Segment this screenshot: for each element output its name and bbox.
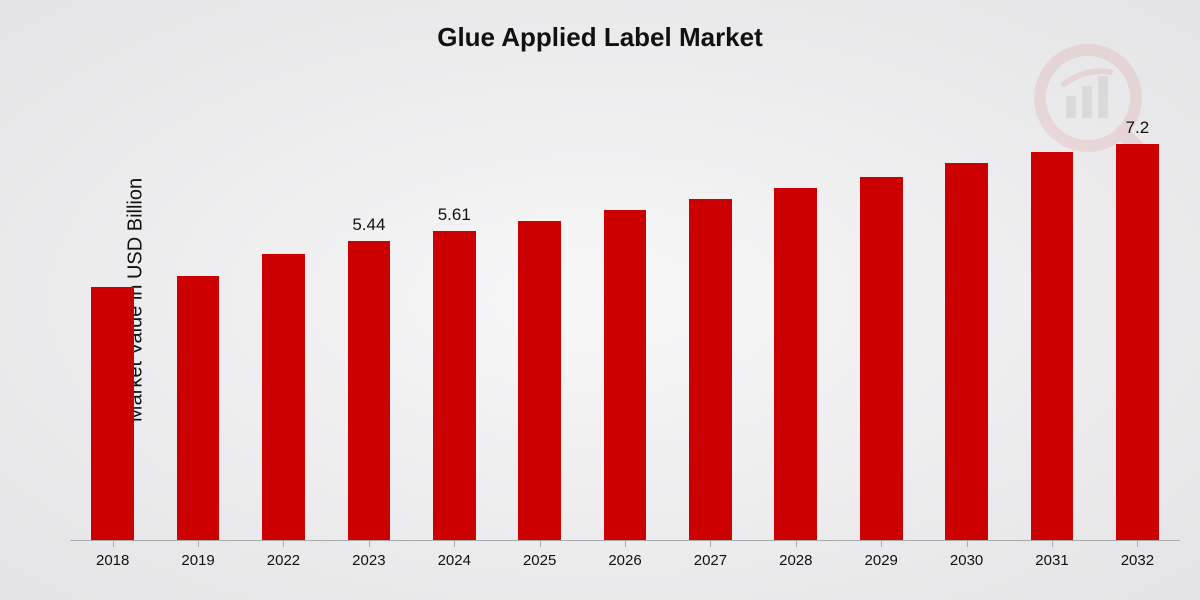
bar: 5.61 [433,231,476,540]
x-axis-tick-label: 2023 [326,552,411,569]
bar-slot [70,100,155,540]
bar-slot: 5.61 [412,100,497,540]
x-axis-tick [1137,540,1138,547]
bar [860,177,903,540]
x-axis-tick [1052,540,1053,547]
bar-slot [497,100,582,540]
bar-slot [241,100,326,540]
x-axis-labels: 2018201920222023202420252026202720282029… [70,552,1180,569]
x-axis-tick-label: 2025 [497,552,582,569]
x-axis-tick [113,540,114,547]
x-axis-tick-label: 2026 [582,552,667,569]
x-axis-tick [198,540,199,547]
bar-slot [1009,100,1094,540]
x-axis-tick [967,540,968,547]
bar-value-label: 5.44 [352,215,385,235]
x-axis-tick [881,540,882,547]
x-axis-tick-label: 2032 [1095,552,1180,569]
bar [604,210,647,540]
x-axis-tick [369,540,370,547]
chart-container: Glue Applied Label Market Market Value i… [0,0,1200,600]
bar-slot: 5.44 [326,100,411,540]
x-axis-tick-label: 2018 [70,552,155,569]
bar-value-label: 7.2 [1126,118,1150,138]
x-axis-tick [283,540,284,547]
bar: 7.2 [1116,144,1159,540]
x-axis-tick-label: 2027 [668,552,753,569]
x-axis-tick-label: 2029 [839,552,924,569]
chart-title: Glue Applied Label Market [0,22,1200,53]
x-axis-tick-label: 2030 [924,552,1009,569]
bar [91,287,134,540]
x-axis-tick [625,540,626,547]
x-axis-tick-label: 2028 [753,552,838,569]
x-axis-tick [540,540,541,547]
bar [518,221,561,540]
x-axis-tick-label: 2024 [412,552,497,569]
bar: 5.44 [348,241,391,540]
bar-slot [668,100,753,540]
bar-slot [582,100,667,540]
x-axis-tick-label: 2019 [155,552,240,569]
x-axis-tick [796,540,797,547]
bar-slot [839,100,924,540]
x-axis-tick-label: 2022 [241,552,326,569]
bar-slot: 7.2 [1095,100,1180,540]
x-axis-tick [710,540,711,547]
plot-area: 5.44 5.61 7.2 [70,100,1180,540]
bar-slot [924,100,1009,540]
x-axis-tick [454,540,455,547]
bar [774,188,817,540]
bars-group: 5.44 5.61 7.2 [70,100,1180,540]
bar [689,199,732,540]
bar-slot [155,100,240,540]
bar [177,276,220,540]
bar [945,163,988,540]
bar [1031,152,1074,540]
x-axis-tick-label: 2031 [1009,552,1094,569]
bar [262,254,305,540]
bar-slot [753,100,838,540]
bar-value-label: 5.61 [438,205,471,225]
